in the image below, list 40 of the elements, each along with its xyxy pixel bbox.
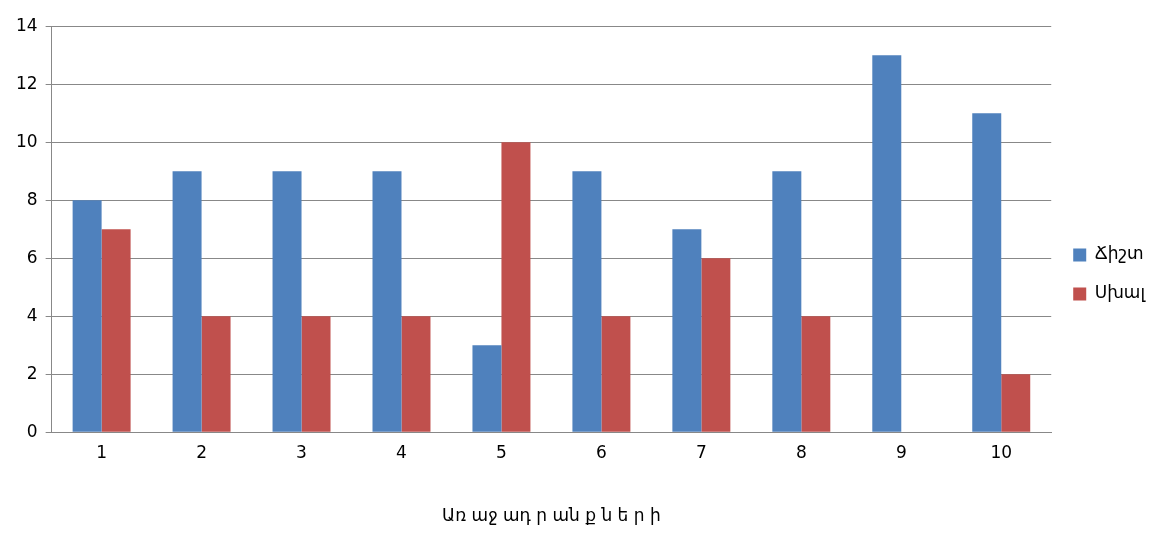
y-tick-label: 10 xyxy=(15,130,38,151)
bar xyxy=(72,200,102,432)
bar xyxy=(872,55,902,432)
y-tick-label: 6 xyxy=(26,246,38,267)
bar xyxy=(301,316,331,432)
bar xyxy=(172,171,202,432)
x-tick-label: 6 xyxy=(595,441,607,462)
x-tick-label: 7 xyxy=(695,441,707,462)
legend-label: Սխալ xyxy=(1094,282,1147,303)
x-tick-label: 5 xyxy=(496,441,507,462)
bar xyxy=(372,171,402,432)
bar xyxy=(201,316,231,432)
bar xyxy=(401,316,431,432)
y-tick-label: 12 xyxy=(15,72,38,93)
bar xyxy=(501,142,531,432)
y-tick-label: 4 xyxy=(26,304,38,325)
x-tick-label: 8 xyxy=(795,441,807,462)
y-tick-label: 0 xyxy=(26,420,38,441)
bar xyxy=(572,171,602,432)
bar xyxy=(701,258,731,432)
bar xyxy=(672,229,702,432)
y-tick-label: 2 xyxy=(26,362,38,383)
x-tick-label: 4 xyxy=(396,441,407,462)
x-tick-label: 1 xyxy=(96,441,108,462)
x-axis-title: Առ աջ ադ ր ան ք ն ե ր ի xyxy=(442,505,661,526)
x-tick-label: 3 xyxy=(296,441,307,462)
bar xyxy=(801,316,831,432)
y-tick-label: 8 xyxy=(26,188,38,209)
y-tick-label: 14 xyxy=(15,14,38,35)
bar xyxy=(101,229,131,432)
bar xyxy=(972,113,1002,432)
bar xyxy=(772,171,802,432)
x-tick-label: 9 xyxy=(895,441,907,462)
x-tick-label: 2 xyxy=(196,441,207,462)
bar xyxy=(472,345,502,432)
bar xyxy=(601,316,631,432)
bar xyxy=(272,171,302,432)
x-tick-label: 10 xyxy=(990,441,1013,462)
legend-label: Ճիշտ xyxy=(1094,243,1144,264)
bar xyxy=(1001,374,1031,432)
